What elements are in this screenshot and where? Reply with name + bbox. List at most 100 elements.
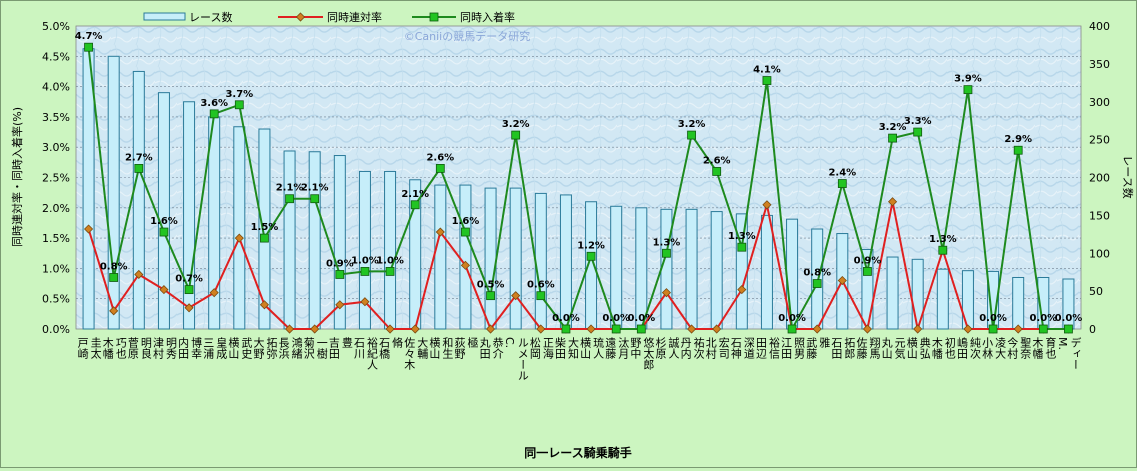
race-count-bar xyxy=(811,228,824,330)
race-count-bar xyxy=(183,101,196,330)
x-category-label: 拓郎 xyxy=(843,336,856,359)
nyuchaku-point xyxy=(109,273,119,282)
rentai-line xyxy=(87,201,1069,332)
x-category-label: 木幡 xyxy=(1031,337,1044,360)
nyuchaku-data-label: 3.2% xyxy=(502,119,530,130)
rentai-point xyxy=(485,324,496,334)
race-count-bar xyxy=(1012,276,1025,330)
x-category-label: 明秀 xyxy=(164,337,177,359)
x-category-label: 博幸 xyxy=(190,337,203,360)
nyuchaku-data-label: 0.0% xyxy=(778,313,806,324)
rentai-point xyxy=(963,324,973,334)
nyuchaku-data-label: 2.6% xyxy=(703,155,731,166)
rentai-point xyxy=(837,275,847,286)
nyuchaku-point xyxy=(863,267,872,276)
x-category-label: 皇成 xyxy=(215,336,228,360)
nyuchaku-data-label: 3.3% xyxy=(904,116,932,127)
x-category-label: C. xyxy=(503,337,516,348)
x-category-label: 横山 xyxy=(428,336,441,359)
race-count-bar xyxy=(157,92,170,330)
x-category-label: 松岡 xyxy=(528,336,541,360)
rentai-point xyxy=(661,288,672,298)
rentai-point xyxy=(335,300,345,310)
nyuchaku-data-label: 0.0% xyxy=(1029,313,1057,324)
x-category-label: 津村 xyxy=(151,337,164,359)
x-category-label: ルメール xyxy=(516,337,529,381)
x-category-label: 拓弥 xyxy=(265,336,278,360)
x-category-label: 荻野 xyxy=(453,337,466,359)
nyuchaku-data-label: 0.0% xyxy=(552,313,580,324)
x-category-label: 典弘 xyxy=(918,336,931,359)
x-category-label: 吉田 xyxy=(327,337,340,359)
nyuchaku-data-label: 1.3% xyxy=(929,234,957,245)
x-category-label: 木幡 xyxy=(930,337,943,360)
nyuchaku-point xyxy=(335,270,345,279)
x-category-label: 凌大 xyxy=(994,336,1007,359)
x-category-label: M. xyxy=(1056,337,1069,350)
nyuchaku-point xyxy=(310,194,320,204)
y-left-tick-label: 4.0% xyxy=(42,81,70,94)
race-count-bar xyxy=(434,184,447,330)
race-count-bar xyxy=(484,187,497,330)
nyuchaku-point xyxy=(1013,145,1023,155)
x-category-label: 横山 xyxy=(905,336,918,359)
x-axis-categories: 戸崎 圭太 木幡 巧也 菅原 明良 津村 明秀 内田 博幸 三浦 皇成 横山 武史 大野 拓弥 長浜 鴻緒 菊沢 一樹… xyxy=(76,336,1082,381)
nyuchaku-data-label: 1.2% xyxy=(577,240,605,251)
nyuchaku-data-label: 0.7% xyxy=(175,274,203,285)
y-right-tick-label: 350 xyxy=(1089,58,1110,71)
x-axis-title: 同一レース騎乗騎手 xyxy=(524,445,631,460)
rentai-point xyxy=(410,324,420,334)
nyuchaku-point xyxy=(913,127,923,137)
x-category-label: 石田 xyxy=(830,337,843,359)
race-count-bar xyxy=(936,268,949,330)
x-category-label: 石橋 xyxy=(378,337,391,360)
nyuchaku-point xyxy=(712,167,722,176)
rentai-point xyxy=(762,200,772,210)
rentai-point xyxy=(686,324,697,334)
x-category-label: 汰月 xyxy=(617,336,630,359)
x-category-label: 聖奈 xyxy=(1019,337,1032,359)
nyuchaku-data-label: 0.0% xyxy=(1055,313,1083,324)
rentai-point xyxy=(511,291,521,301)
race-count-bar xyxy=(635,207,648,330)
rentai-point xyxy=(712,324,722,334)
y-right-tick-label: 100 xyxy=(1089,247,1110,260)
rentai-point xyxy=(913,324,923,334)
x-category-label: 雅 xyxy=(818,336,831,348)
rentai-point xyxy=(812,324,822,334)
x-category-label: 内田 xyxy=(177,336,190,359)
nyuchaku-data-label: 2.1% xyxy=(401,189,429,200)
x-category-label: 丸田 xyxy=(478,337,491,359)
nyuchaku-data-label: 2.7% xyxy=(125,152,153,163)
nyuchaku-point xyxy=(988,324,998,334)
x-category-label: 圭太 xyxy=(89,337,102,360)
y-left-tick-label: 2.5% xyxy=(42,172,70,185)
rentai-point xyxy=(862,324,873,334)
x-category-label: 丹内 xyxy=(679,337,692,360)
nyuchaku-data-label: 1.0% xyxy=(376,255,404,266)
x-category-label: 佐藤 xyxy=(855,336,868,360)
rentai-point xyxy=(360,297,370,307)
nyuchaku-point xyxy=(410,200,420,210)
y-right-tick-label: 0 xyxy=(1089,323,1096,336)
race-count-bar xyxy=(559,194,572,330)
x-category-label: 北村 xyxy=(704,337,717,359)
x-category-label: 柴田 xyxy=(553,336,566,359)
x-category-label: 田辺 xyxy=(754,337,767,359)
nyuchaku-point xyxy=(737,242,747,252)
nyuchaku-data-label: 0.8% xyxy=(803,268,831,279)
rentai-point xyxy=(310,324,320,334)
nyuchaku-point xyxy=(285,194,294,204)
x-category-label: 豊 xyxy=(340,337,353,348)
nyuchaku-point xyxy=(209,109,219,119)
race-count-bar xyxy=(233,126,246,330)
x-category-label: 菅原 xyxy=(126,337,139,359)
race-count-bar xyxy=(308,151,321,330)
nyuchaku-point xyxy=(662,248,671,258)
nyuchaku-data-label: 1.5% xyxy=(251,222,279,233)
nyuchaku-data-label: 0.5% xyxy=(477,280,505,291)
nyuchaku-point xyxy=(938,245,948,255)
nyuchaku-data-label: 4.7% xyxy=(75,31,103,42)
x-category-label: 恭介 xyxy=(491,337,504,359)
